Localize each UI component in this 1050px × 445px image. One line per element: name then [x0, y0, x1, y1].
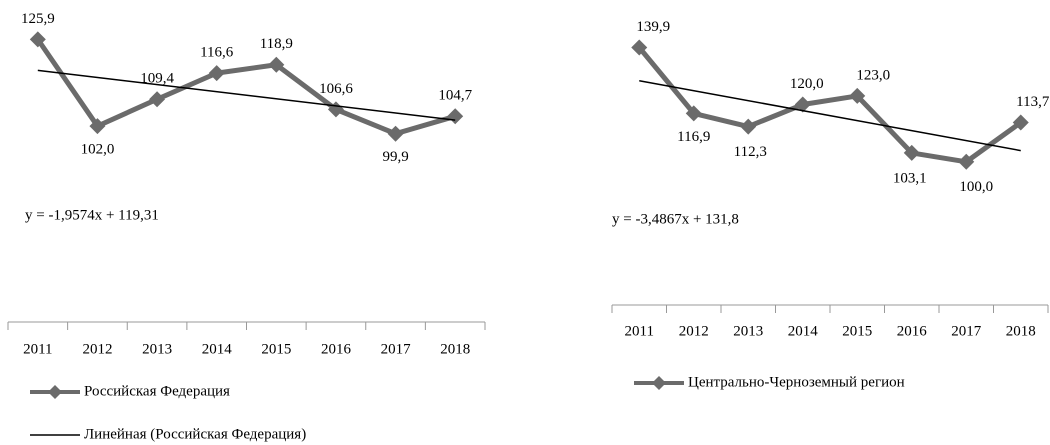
x-tick-label: 2012 [82, 341, 112, 357]
point [29, 31, 46, 48]
x-tick-label: 2011 [23, 341, 52, 357]
data-label: 103,1 [893, 170, 927, 186]
point [208, 65, 225, 82]
point [149, 91, 166, 108]
series-line [637, 45, 1023, 165]
data-label: 100,0 [959, 179, 993, 195]
trendline [639, 79, 1021, 152]
data-label: 120,0 [790, 76, 824, 92]
x-tick-label: 2016 [897, 323, 928, 339]
trendline [37, 69, 456, 121]
x-tick-label: 2013 [733, 323, 763, 339]
data-label: 123,0 [856, 67, 890, 83]
point [958, 153, 975, 170]
x-tick-label: 2018 [1006, 323, 1036, 339]
data-label: 99,9 [382, 149, 408, 165]
point [631, 39, 648, 56]
x-tick-label: 2016 [321, 341, 352, 357]
trend-equation: y = -3,4867x + 131,8 [612, 211, 739, 227]
point [268, 56, 285, 73]
x-tick-label: 2014 [202, 341, 233, 357]
data-label: 139,9 [636, 19, 670, 35]
point [903, 144, 920, 161]
legend-diamond [48, 385, 62, 399]
data-label: 116,6 [200, 45, 234, 61]
x-tick-label: 2015 [261, 341, 291, 357]
point [794, 96, 811, 113]
point [685, 105, 702, 122]
point [849, 87, 866, 104]
data-label: 104,7 [438, 88, 472, 104]
series-line [35, 37, 456, 137]
x-tick-label: 2017 [381, 341, 412, 357]
point [1012, 114, 1029, 131]
data-label: 113,7 [1016, 94, 1050, 110]
data-label: 112,3 [734, 144, 767, 160]
x-tick-label: 2015 [842, 323, 872, 339]
legend-diamond [652, 376, 666, 390]
point [387, 125, 404, 142]
data-label: 125,9 [21, 11, 55, 27]
x-tick-label: 2018 [440, 341, 470, 357]
trend-equation: y = -1,9574x + 119,31 [25, 207, 159, 223]
data-label: 106,6 [319, 81, 353, 97]
point [740, 118, 757, 135]
data-label: 109,4 [140, 71, 174, 87]
legend-trend-label: Линейная (Российская Федерация) [84, 426, 306, 442]
x-tick-label: 2012 [679, 323, 709, 339]
data-label: 102,0 [81, 142, 115, 158]
x-tick-label: 2011 [625, 323, 654, 339]
data-label: 118,9 [260, 36, 293, 52]
data-label: 116,9 [677, 129, 710, 145]
legend-label: Центрально-Черноземный регион [688, 374, 905, 390]
x-tick-label: 2013 [142, 341, 172, 357]
legend-label: Российская Федерация [84, 383, 230, 399]
point [447, 108, 464, 125]
point [89, 118, 106, 135]
x-tick-label: 2014 [788, 323, 819, 339]
x-tick-label: 2017 [951, 323, 982, 339]
